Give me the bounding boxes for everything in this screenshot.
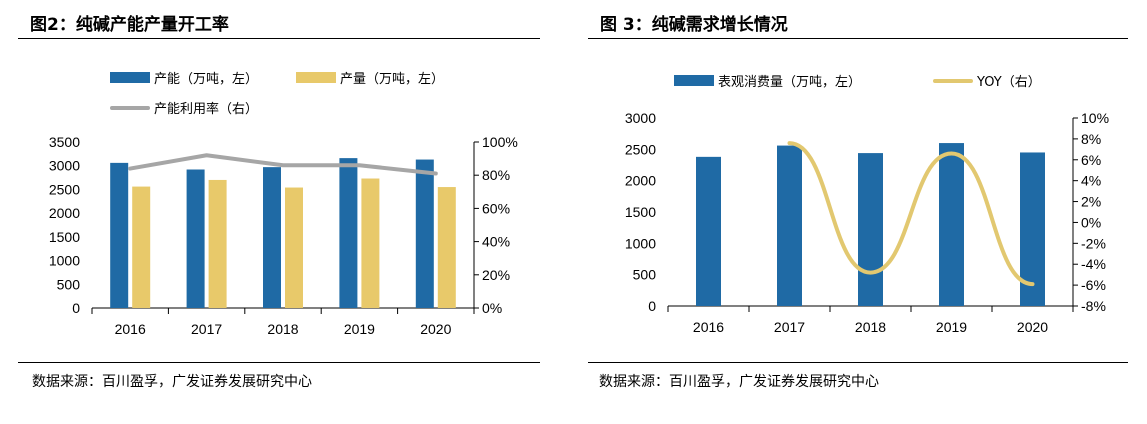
series-line bbox=[128, 153, 438, 176]
x-tick-label: 2019 bbox=[936, 319, 967, 335]
x-tick-label: 2020 bbox=[1017, 319, 1048, 335]
y-tick-label-left: 0 bbox=[648, 298, 656, 314]
legend-swatch-utilization bbox=[110, 105, 150, 110]
source-note: 数据来源：百川盈孚，广发证券发展研究中心 bbox=[32, 374, 312, 390]
legend-item-yoy: YOY（右） bbox=[933, 71, 1041, 90]
title-rule bbox=[18, 38, 540, 39]
x-tick-label: 2019 bbox=[344, 321, 375, 337]
figure-panel-demand: 图 3：纯碱需求增长情况 表观消费量（万吨，左） YOY（右） 0 500 1000… bbox=[588, 0, 1147, 424]
series-line bbox=[787, 141, 1035, 287]
bar-primary bbox=[339, 158, 358, 308]
source-rule bbox=[588, 362, 1128, 363]
legend-item-utilization: 产能利用率（右） bbox=[110, 98, 258, 117]
bar-primary bbox=[263, 167, 281, 308]
y-tick-label-right: 2% bbox=[1081, 194, 1101, 210]
y-tick-label-left: 3500 bbox=[49, 134, 80, 150]
y-tick-label-left: 500 bbox=[57, 276, 81, 292]
chart-capacity-output-utilization: 0 500 1000 1500 2000 2500 3000 3500 0% 20% 40% 60% 8… bbox=[49, 134, 518, 337]
legend-swatch-consumption bbox=[674, 75, 714, 86]
bar-primary bbox=[696, 156, 721, 306]
y-tick-label-left: 2500 bbox=[49, 181, 80, 197]
figure-title: 图 3：纯碱需求增长情况 bbox=[600, 15, 788, 35]
source-note: 数据来源：百川盈孚，广发证券发展研究中心 bbox=[599, 374, 879, 390]
legend-label-capacity: 产能（万吨，左） bbox=[154, 72, 259, 87]
legend-item-consumption: 表观消费量（万吨，左） bbox=[674, 71, 861, 90]
x-tick-label: 2017 bbox=[191, 321, 222, 337]
legend-label-yoy: YOY（右） bbox=[977, 75, 1041, 90]
legend-item-capacity: 产能（万吨，左） bbox=[110, 68, 258, 87]
y-tick-label-left: 2500 bbox=[625, 141, 656, 157]
x-tick-label: 2018 bbox=[267, 321, 298, 337]
y-tick-label-right: 6% bbox=[1081, 152, 1101, 168]
legend-label-output: 产量（万吨，左） bbox=[340, 72, 445, 87]
bar-primary bbox=[939, 143, 964, 306]
title-rule bbox=[588, 38, 1128, 39]
y-tick-label-left: 2000 bbox=[625, 173, 656, 189]
y-tick-label-left: 2000 bbox=[49, 205, 80, 221]
legend-item-output: 产量（万吨，左） bbox=[296, 68, 444, 87]
legend-label-utilization: 产能利用率（右） bbox=[154, 102, 259, 117]
y-tick-label-right: 8% bbox=[1081, 131, 1101, 147]
figure-title: 图2：纯碱产能产量开工率 bbox=[30, 15, 229, 35]
y-tick-label-left: 0 bbox=[72, 300, 80, 316]
legend-swatch-capacity bbox=[110, 72, 150, 83]
bar-secondary bbox=[437, 187, 456, 308]
y-tick-label-right: 40% bbox=[482, 234, 510, 250]
x-tick-label: 2020 bbox=[420, 321, 451, 337]
y-tick-label-left: 1000 bbox=[625, 235, 656, 251]
legend-swatch-yoy bbox=[933, 78, 973, 83]
bar-secondary bbox=[208, 179, 227, 308]
y-tick-label-left: 1500 bbox=[49, 229, 80, 245]
bar-primary bbox=[415, 159, 434, 308]
y-tick-label-right: 0% bbox=[482, 300, 502, 316]
y-tick-label-right: 60% bbox=[482, 200, 510, 216]
x-tick-label: 2018 bbox=[855, 319, 886, 335]
bar-primary bbox=[858, 153, 883, 306]
bar-secondary bbox=[361, 178, 380, 308]
y-tick-label-left: 3000 bbox=[625, 110, 656, 126]
source-rule bbox=[18, 362, 540, 363]
chart-apparent-consumption-yoy: 0 500 1000 1500 2000 2500 3000 -8% -6% -4% -2% 0% 2%… bbox=[625, 110, 1109, 335]
bar-secondary bbox=[132, 186, 151, 308]
legend-swatch-output bbox=[296, 72, 336, 83]
y-tick-label-right: 4% bbox=[1081, 173, 1101, 189]
y-tick-label-left: 500 bbox=[633, 267, 657, 283]
bar-secondary bbox=[285, 187, 303, 308]
y-tick-label-right: -2% bbox=[1081, 235, 1106, 251]
y-tick-label-right: 80% bbox=[482, 167, 510, 183]
y-tick-label-right: -8% bbox=[1081, 298, 1106, 314]
x-tick-label: 2017 bbox=[774, 319, 805, 335]
y-tick-label-right: 0% bbox=[1081, 214, 1101, 230]
figure-panel-capacity: 图2：纯碱产能产量开工率 产能（万吨，左） 产量（万吨，左） 产能利用率（右） … bbox=[0, 0, 560, 424]
bar-primary bbox=[186, 169, 205, 308]
x-tick-label: 2016 bbox=[693, 319, 724, 335]
y-tick-label-right: -4% bbox=[1081, 256, 1106, 272]
x-tick-label: 2016 bbox=[115, 321, 146, 337]
y-tick-label-right: 10% bbox=[1081, 110, 1109, 126]
y-tick-label-right: -6% bbox=[1081, 277, 1106, 293]
bar-primary bbox=[777, 145, 802, 306]
y-tick-label-left: 1000 bbox=[49, 253, 80, 269]
y-tick-label-right: 100% bbox=[482, 134, 518, 150]
y-tick-label-right: 20% bbox=[482, 267, 510, 283]
y-tick-label-left: 3000 bbox=[49, 158, 80, 174]
legend-label-consumption: 表观消费量（万吨，左） bbox=[718, 75, 862, 90]
bar-primary bbox=[110, 162, 129, 308]
y-tick-label-left: 1500 bbox=[625, 204, 656, 220]
